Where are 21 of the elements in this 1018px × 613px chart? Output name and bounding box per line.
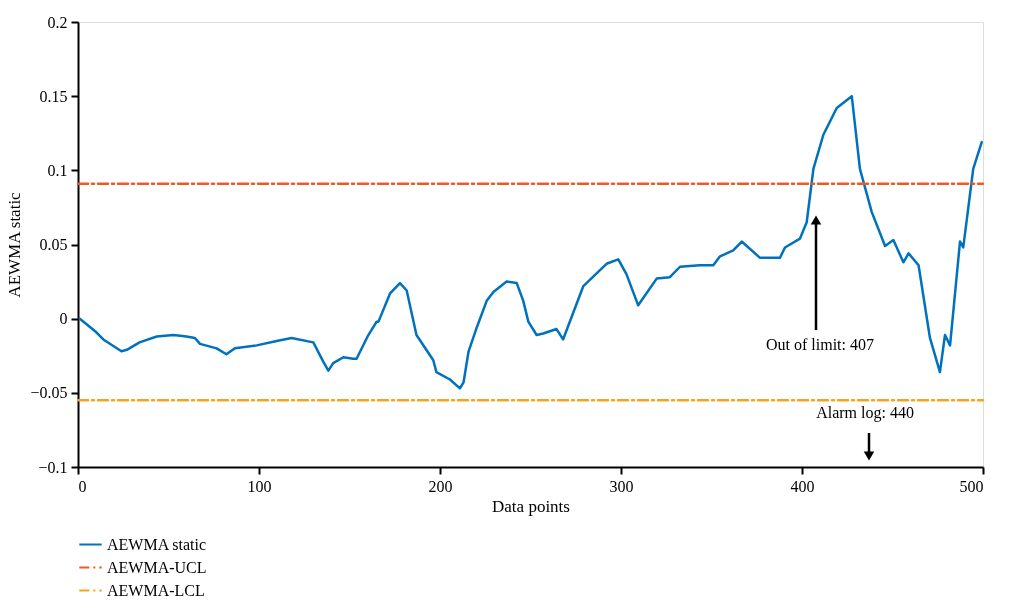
y-tick-label: 0.15 bbox=[39, 87, 68, 105]
x-tick-label: 200 bbox=[428, 477, 453, 495]
x-tick-label: 400 bbox=[790, 477, 815, 495]
x-tick-label: 500 bbox=[959, 477, 984, 495]
y-tick-label: 0.2 bbox=[47, 13, 68, 31]
legend-label: AEWMA-LCL bbox=[107, 581, 205, 599]
y-tick-label: 0.05 bbox=[39, 236, 68, 253]
line-series bbox=[78, 94, 983, 390]
y-tick-label: 0.1 bbox=[47, 161, 68, 179]
legend-label: AEWMA-UCL bbox=[107, 558, 207, 576]
y-axis-title: AEWMA static bbox=[5, 191, 25, 298]
x-tick-label: 300 bbox=[609, 477, 634, 495]
annotation: Alarm log: 440 bbox=[816, 404, 914, 422]
x-axis-title: Data points bbox=[492, 496, 570, 516]
y-tick-label: −0.05 bbox=[30, 384, 68, 402]
x-tick-label: 100 bbox=[247, 477, 272, 495]
y-tick-label: −0.1 bbox=[38, 458, 68, 476]
annotation: Out of limit: 407 bbox=[766, 336, 874, 353]
x-tick-label: 0 bbox=[78, 477, 87, 495]
y-tick-label: 0 bbox=[59, 310, 68, 328]
legend-label: AEWMA static bbox=[107, 535, 207, 553]
